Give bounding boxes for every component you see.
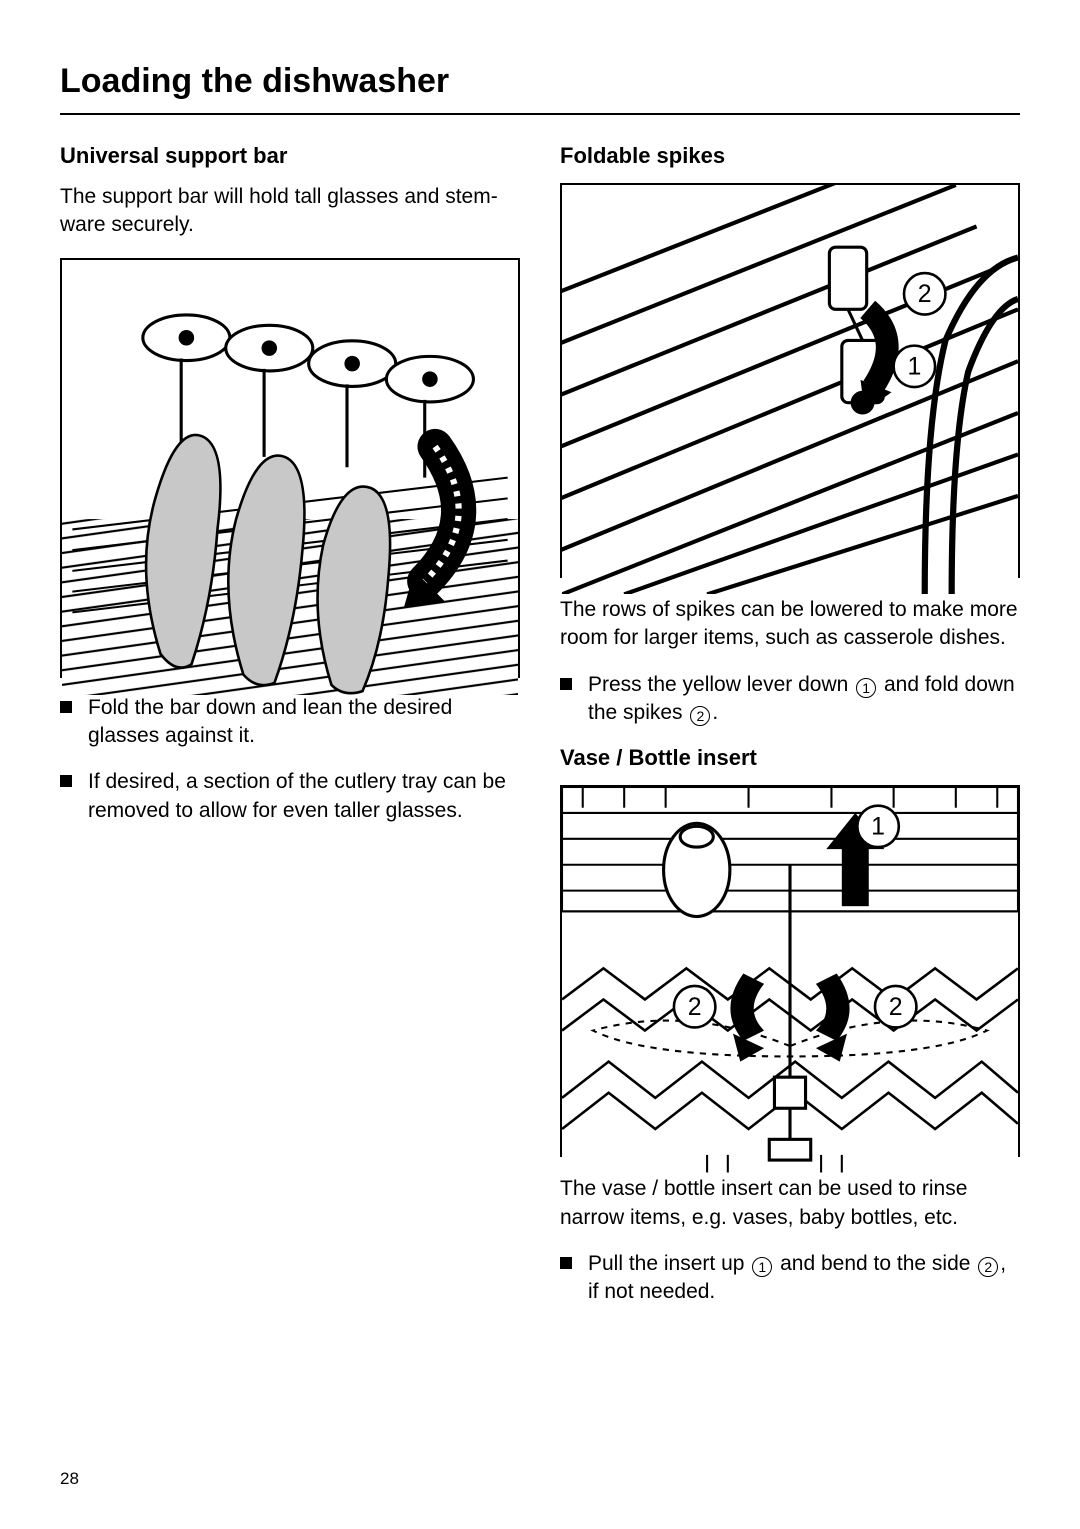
list-item: Fold the bar down and lean the desired g… — [60, 694, 520, 751]
heading-support-bar: Universal support bar — [60, 143, 520, 169]
list-item: Press the yellow lever down 1 and fold d… — [560, 671, 1020, 728]
support-bar-bullets: Fold the bar down and lean the desired g… — [60, 694, 520, 825]
page-title: Loading the dishwasher — [60, 62, 1020, 115]
content-columns: Universal support bar The support bar wi… — [60, 143, 1020, 1325]
text-fragment: Pull the insert up — [588, 1252, 750, 1275]
spikes-bullets: Press the yellow lever down 1 and fold d… — [560, 671, 1020, 728]
svg-text:2: 2 — [688, 993, 702, 1021]
figure-support-bar — [60, 258, 520, 678]
text-fragment: Press the yellow lever down — [588, 673, 854, 696]
text-spikes-intro: The rows of spikes can be lowered to mak… — [560, 596, 1020, 653]
callout-2-icon: 2 — [690, 706, 710, 726]
callout-1-icon: 1 — [856, 678, 876, 698]
vase-bullets: Pull the insert up 1 and bend to the sid… — [560, 1250, 1020, 1307]
left-column: Universal support bar The support bar wi… — [60, 143, 520, 1325]
support-bar-illustration-icon — [62, 260, 518, 695]
text-support-bar-intro: The support bar will hold tall glasses a… — [60, 183, 520, 240]
right-column: Foldable spikes — [560, 143, 1020, 1325]
vase-insert-illustration-icon: 1 2 2 — [562, 787, 1018, 1173]
text-vase-intro: The vase / bottle insert can be used to … — [560, 1175, 1020, 1232]
callout-1-icon: 1 — [752, 1257, 772, 1277]
svg-text:2: 2 — [889, 993, 903, 1021]
page-number: 28 — [60, 1469, 79, 1489]
heading-foldable-spikes: Foldable spikes — [560, 143, 1020, 169]
svg-text:2: 2 — [918, 280, 932, 308]
figure-foldable-spikes: 2 1 — [560, 183, 1020, 578]
text-fragment: and bend to the side — [774, 1252, 976, 1275]
svg-text:1: 1 — [871, 813, 885, 841]
foldable-spikes-illustration-icon: 2 1 — [562, 185, 1018, 594]
heading-vase-insert: Vase / Bottle insert — [560, 745, 1020, 771]
callout-2-icon: 2 — [978, 1257, 998, 1277]
figure-vase-insert: 1 2 2 — [560, 785, 1020, 1157]
list-item: Pull the insert up 1 and bend to the sid… — [560, 1250, 1020, 1307]
list-item: If desired, a section of the cutlery tra… — [60, 768, 520, 825]
text-fragment: . — [712, 701, 718, 724]
svg-text:1: 1 — [907, 353, 921, 381]
